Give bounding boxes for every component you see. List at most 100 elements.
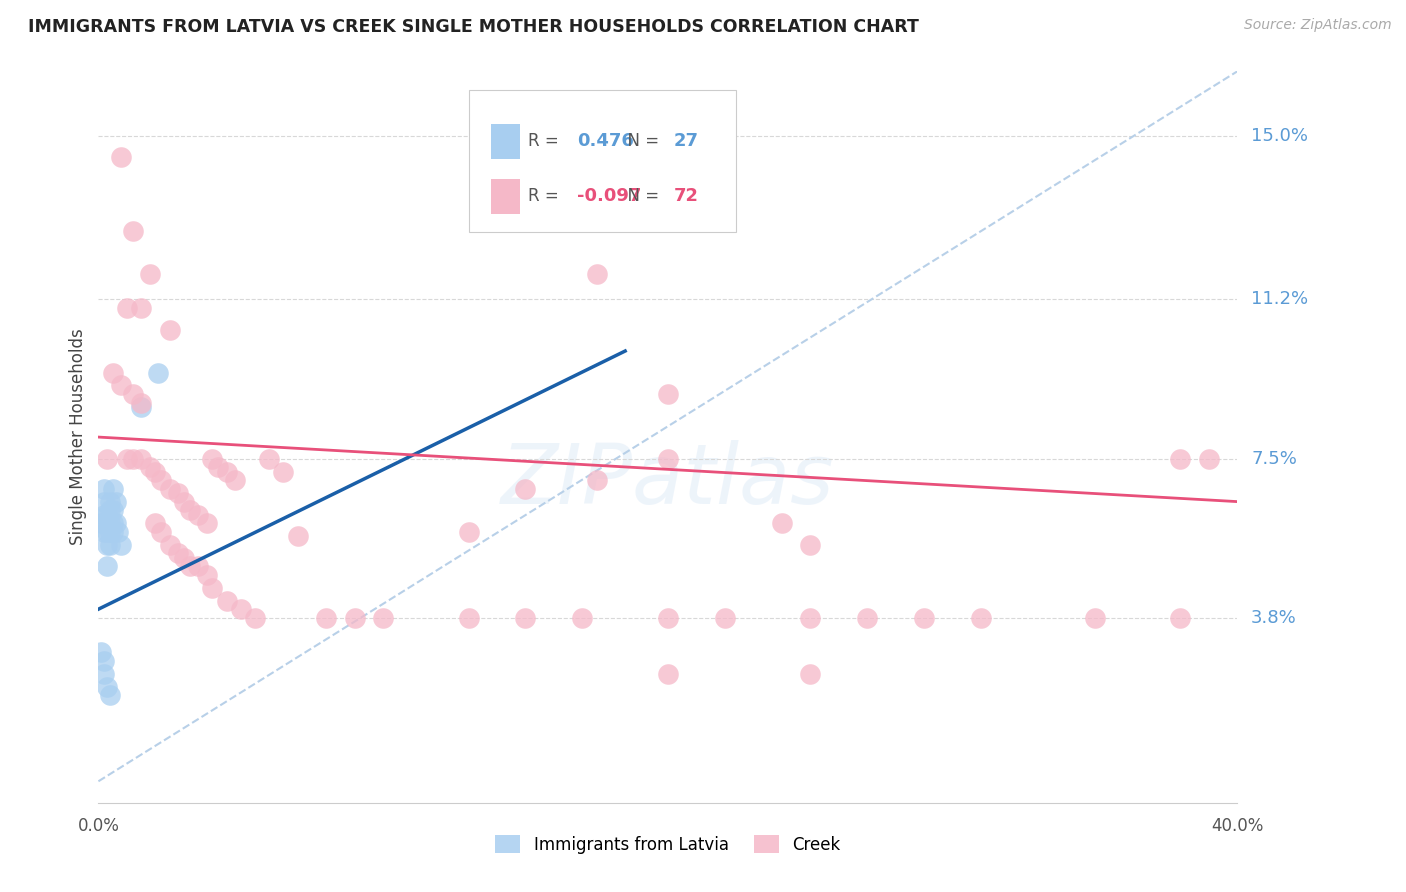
Point [799,611,821,625]
Point [515,611,537,625]
Point [101,482,124,496]
Point [101,524,124,539]
Point [101,503,124,517]
Bar [491,179,520,214]
Text: N =: N = [617,132,664,150]
Point [93,524,115,539]
Point [138,460,160,475]
Point [195,567,218,582]
Point [129,301,152,315]
Point [179,559,201,574]
Text: ZIPatlas: ZIPatlas [501,441,835,522]
Point [159,482,181,496]
Point [657,451,679,466]
Point [121,451,143,466]
Point [167,486,190,500]
Point [457,611,479,625]
Point [515,482,537,496]
Point [96,524,118,539]
Point [1198,451,1220,466]
Point [90,645,112,659]
Point [115,301,138,315]
Point [110,150,132,164]
Point [159,322,181,336]
Point [98,516,121,530]
Point [657,666,679,681]
Point [93,508,115,522]
Point [215,465,238,479]
Point [224,473,246,487]
Point [104,494,127,508]
Text: R =: R = [527,132,564,150]
Point [121,223,143,237]
Point [187,508,209,522]
Point [179,503,201,517]
Point [98,538,121,552]
Point [259,451,281,466]
Point [799,538,821,552]
Point [457,524,479,539]
Y-axis label: Single Mother Households: Single Mother Households [69,329,87,545]
Point [167,546,190,560]
Point [215,593,238,607]
Point [150,473,173,487]
Point [104,516,127,530]
Point [201,581,224,595]
Point [799,666,821,681]
Point [714,611,737,625]
Point [187,559,209,574]
Text: 15.0%: 15.0% [1251,127,1308,145]
Point [98,688,121,702]
Text: 11.2%: 11.2% [1251,291,1309,309]
Point [856,611,879,625]
Point [138,267,160,281]
Point [195,516,218,530]
Point [101,366,124,380]
Text: 72: 72 [673,186,699,204]
Point [129,451,152,466]
Point [571,611,593,625]
Text: R =: R = [527,186,564,204]
Point [115,451,138,466]
Point [585,267,607,281]
Point [90,516,112,530]
Point [93,494,115,508]
Point [912,611,935,625]
Point [373,611,395,625]
Point [107,524,129,539]
Point [770,516,793,530]
Text: -0.097: -0.097 [576,186,641,204]
Point [110,538,132,552]
Text: N =: N = [617,186,664,204]
Point [145,516,167,530]
Point [173,494,195,508]
Point [173,550,195,565]
Legend: Immigrants from Latvia, Creek: Immigrants from Latvia, Creek [489,829,846,860]
Point [93,654,115,668]
Point [96,451,118,466]
Point [1170,451,1192,466]
Point [110,378,132,392]
Point [96,538,118,552]
Point [159,538,181,552]
Point [129,400,152,414]
Point [93,482,115,496]
Point [96,680,118,694]
Point [101,516,124,530]
Text: IMMIGRANTS FROM LATVIA VS CREEK SINGLE MOTHER HOUSEHOLDS CORRELATION CHART: IMMIGRANTS FROM LATVIA VS CREEK SINGLE M… [28,18,920,36]
Point [201,451,224,466]
FancyBboxPatch shape [468,90,737,232]
Bar [491,124,520,159]
Point [657,611,679,625]
Text: 7.5%: 7.5% [1251,450,1298,467]
Point [1170,611,1192,625]
Point [96,559,118,574]
Point [207,460,229,475]
Point [343,611,366,625]
Point [243,611,266,625]
Point [229,602,252,616]
Point [585,473,607,487]
Point [96,508,118,522]
Point [98,524,121,539]
Text: 3.8%: 3.8% [1251,608,1296,627]
